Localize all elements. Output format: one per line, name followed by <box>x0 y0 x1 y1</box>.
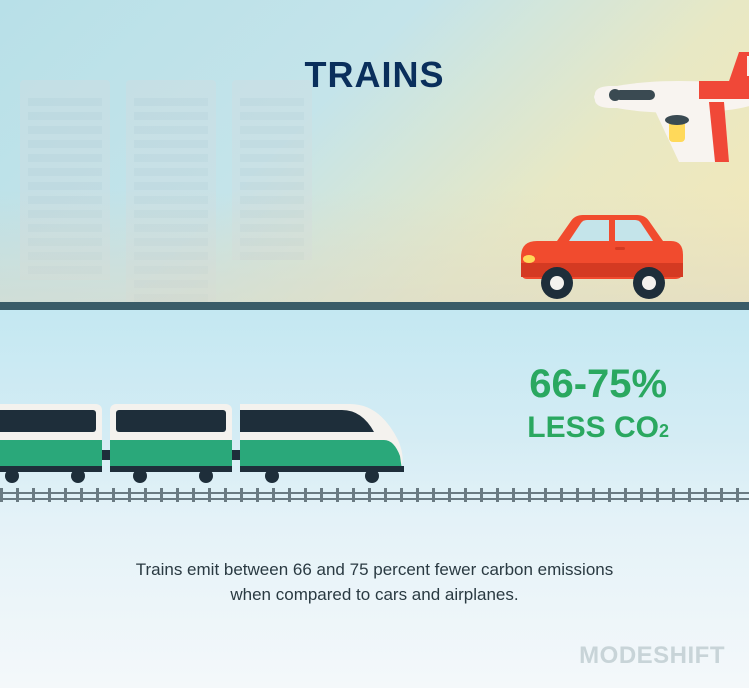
brand-mark: MODESHIFT <box>579 642 725 670</box>
bottom-panel: Trains emit between 66 and 75 percent fe… <box>0 520 749 688</box>
train-icon <box>0 392 410 492</box>
caption-text: Trains emit between 66 and 75 percent fe… <box>115 558 635 607</box>
stat-label: LESS CO2 <box>527 411 669 445</box>
top-panel: TRAINS <box>0 0 749 310</box>
road <box>0 302 749 310</box>
airplane-icon <box>549 42 749 167</box>
train-track <box>0 492 749 502</box>
page-title: TRAINS <box>305 54 445 96</box>
stat-percent: 66-75% <box>527 362 669 407</box>
stat-block: 66-75% LESS CO2 <box>527 362 669 445</box>
car-icon <box>509 211 689 306</box>
mid-panel: 66-75% LESS CO2 <box>0 310 749 520</box>
